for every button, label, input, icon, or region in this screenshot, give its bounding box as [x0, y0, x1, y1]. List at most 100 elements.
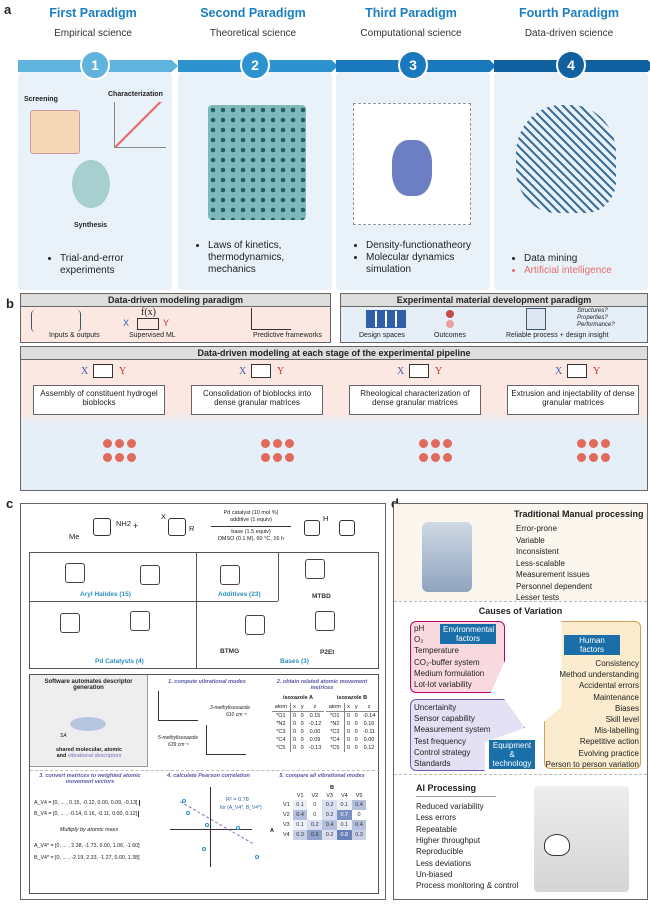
bullet-list: Density-functionatheoryMolecular dynamic… — [354, 240, 484, 276]
caption-line: shared molecular, atomic — [55, 747, 123, 753]
human-item: Biases — [614, 703, 639, 713]
table-title: isoxazole B — [336, 695, 368, 701]
table-header-cell: y — [300, 704, 304, 710]
descriptor-caption: shared molecular, atomic and vibrational … — [30, 747, 148, 759]
computer-icon — [251, 364, 271, 378]
matrix-cell: 0.4 — [351, 820, 367, 830]
matrix-cell: 0.3 — [351, 830, 367, 840]
matrix-row-axis: A — [270, 828, 274, 834]
mode-plot — [206, 725, 246, 755]
hydrogel-bead — [115, 453, 124, 462]
pd-catalysts-label: Pd Catalysts (4) — [95, 658, 144, 665]
caption: Predictive frameworks — [253, 332, 322, 339]
structure-drawing — [60, 613, 80, 633]
table-row: *N2 0 0 -0.12 — [272, 720, 324, 728]
circuit-brain-illustration — [516, 105, 616, 213]
matrix-col-header: V2 — [311, 793, 319, 799]
pipeline-box: Data-driven modeling at each stage of th… — [20, 346, 648, 491]
matrix-cell: 0 — [357, 812, 361, 818]
pipette-illustration — [422, 522, 472, 592]
manual-item: Lesser tests — [516, 593, 560, 602]
condition-text: DMSO (0.1 M), 60 °C, 16 h — [217, 536, 285, 542]
bullet-item: Laws of kinetics, thermodynamics, mechan… — [208, 240, 326, 276]
sa-label: SA — [60, 733, 67, 739]
multiply-note: Multiply by atomic mass — [59, 827, 119, 833]
environmental-tag: Environmental factors — [440, 624, 496, 644]
table-row: *C5 0 0 0.12 — [326, 744, 378, 752]
ai-item: Reduced variability — [416, 802, 484, 811]
table-row: *C4 0 0 0.09 — [272, 736, 324, 744]
scatter-point — [205, 823, 209, 827]
table-cell: 0 — [292, 713, 297, 719]
box-title: Data-driven modeling paradigm — [21, 294, 330, 307]
y-label: Y — [163, 318, 170, 328]
screening-board — [30, 110, 80, 154]
paradigm-title: Fourth Paradigm — [518, 6, 619, 20]
stage-box: Rheological characterization of dense gr… — [349, 385, 481, 415]
divider — [394, 774, 647, 775]
scatter-point — [186, 811, 190, 815]
step1-title: 1. compute vibrational modes — [168, 679, 246, 685]
table-row: *C5 0 0 -0.13 — [272, 744, 324, 752]
table-header-cell: x — [293, 704, 296, 710]
computer-icon — [409, 364, 429, 378]
table-cell: 0 — [346, 737, 351, 743]
step-number-badge: 4 — [556, 50, 586, 80]
human-item: Repetitive action — [579, 737, 639, 747]
weighted-vector: A_V4* = [0, ... , 2.38, -1.73, 0.00, 1.0… — [34, 843, 140, 849]
table-cell: -0.13 — [308, 745, 322, 751]
y-label: Y — [435, 366, 443, 377]
equipment-item: Measurement system — [414, 725, 491, 735]
clipboard-icon — [526, 308, 546, 330]
vector: B_V4 = [0, ... , -0.14, 0.16, -0.11, 0.0… — [34, 811, 140, 817]
y-axis — [210, 787, 211, 867]
atom-movement-table: atom x y z *O1 0 0 -0.14 *N2 0 0 0.16 *C3 0 0 -0.11 *C4 0… — [326, 703, 378, 752]
table-header-cell: atom — [272, 703, 291, 712]
porous-cube-illustration — [208, 105, 306, 220]
structure-drawing — [65, 563, 85, 583]
hydrogel-bead — [261, 439, 270, 448]
matrix-col-header: V1 — [296, 793, 304, 799]
table-header-row: atom x y z — [326, 703, 378, 712]
computer-icon — [567, 364, 587, 378]
paradigm-subtitle: Empirical science — [54, 28, 132, 39]
r-squared-note: for (A_V4*, B_V4*) — [220, 805, 262, 811]
ai-item: Less errors — [416, 813, 457, 823]
scatter-point — [182, 799, 186, 803]
table-cell: -0.11 — [362, 729, 376, 735]
caption: Outcomes — [434, 332, 466, 339]
table-cell: *C3 — [326, 728, 345, 736]
matrix-col-axis: B — [330, 785, 334, 791]
table-row: *C3 0 0 -0.11 — [326, 728, 378, 736]
structure-drawing — [245, 615, 265, 635]
panel-d-box: Traditional Manual processing Error-prone… — [393, 503, 648, 900]
divider — [394, 601, 647, 602]
hydrogel-bead — [419, 453, 428, 462]
ai-item: Repeatable — [416, 824, 457, 834]
caption-and: and — [56, 753, 67, 759]
bullet-item: Trial-and-error experiments — [60, 253, 178, 277]
environmental-item: O₂ — [414, 635, 424, 645]
btmg-label: BTMG — [220, 648, 240, 655]
matrix-row-header: V2 — [283, 812, 290, 818]
hydrogel-bead — [285, 453, 294, 462]
hydrogel-bead — [273, 453, 282, 462]
human-item: Mis-labelling — [594, 726, 639, 736]
hydrogel-bead — [601, 439, 610, 448]
table-row: *O1 0 0 0.15 — [272, 711, 324, 720]
matrix-cell: 0.4 — [292, 810, 308, 820]
ai-item: Reproducible — [416, 847, 464, 857]
protein-illustration — [392, 140, 432, 196]
structure-drawing — [220, 565, 240, 585]
matrix-cell: 0.7 — [336, 810, 352, 820]
experimental-paradigm-box: Experimental material development paradi… — [340, 293, 648, 343]
outcome-dot — [446, 310, 454, 318]
input-matrix — [31, 310, 81, 332]
equipment-item: Standards — [414, 759, 451, 768]
mtbd-label: MTBD — [312, 593, 331, 600]
frequency1-label: 610 cm⁻¹ — [226, 712, 247, 718]
mode-plot — [158, 691, 198, 721]
condition-text: base (1.5 equiv) — [231, 529, 271, 535]
table-header-cell: z — [313, 704, 317, 710]
table-cell: 0 — [292, 737, 297, 743]
